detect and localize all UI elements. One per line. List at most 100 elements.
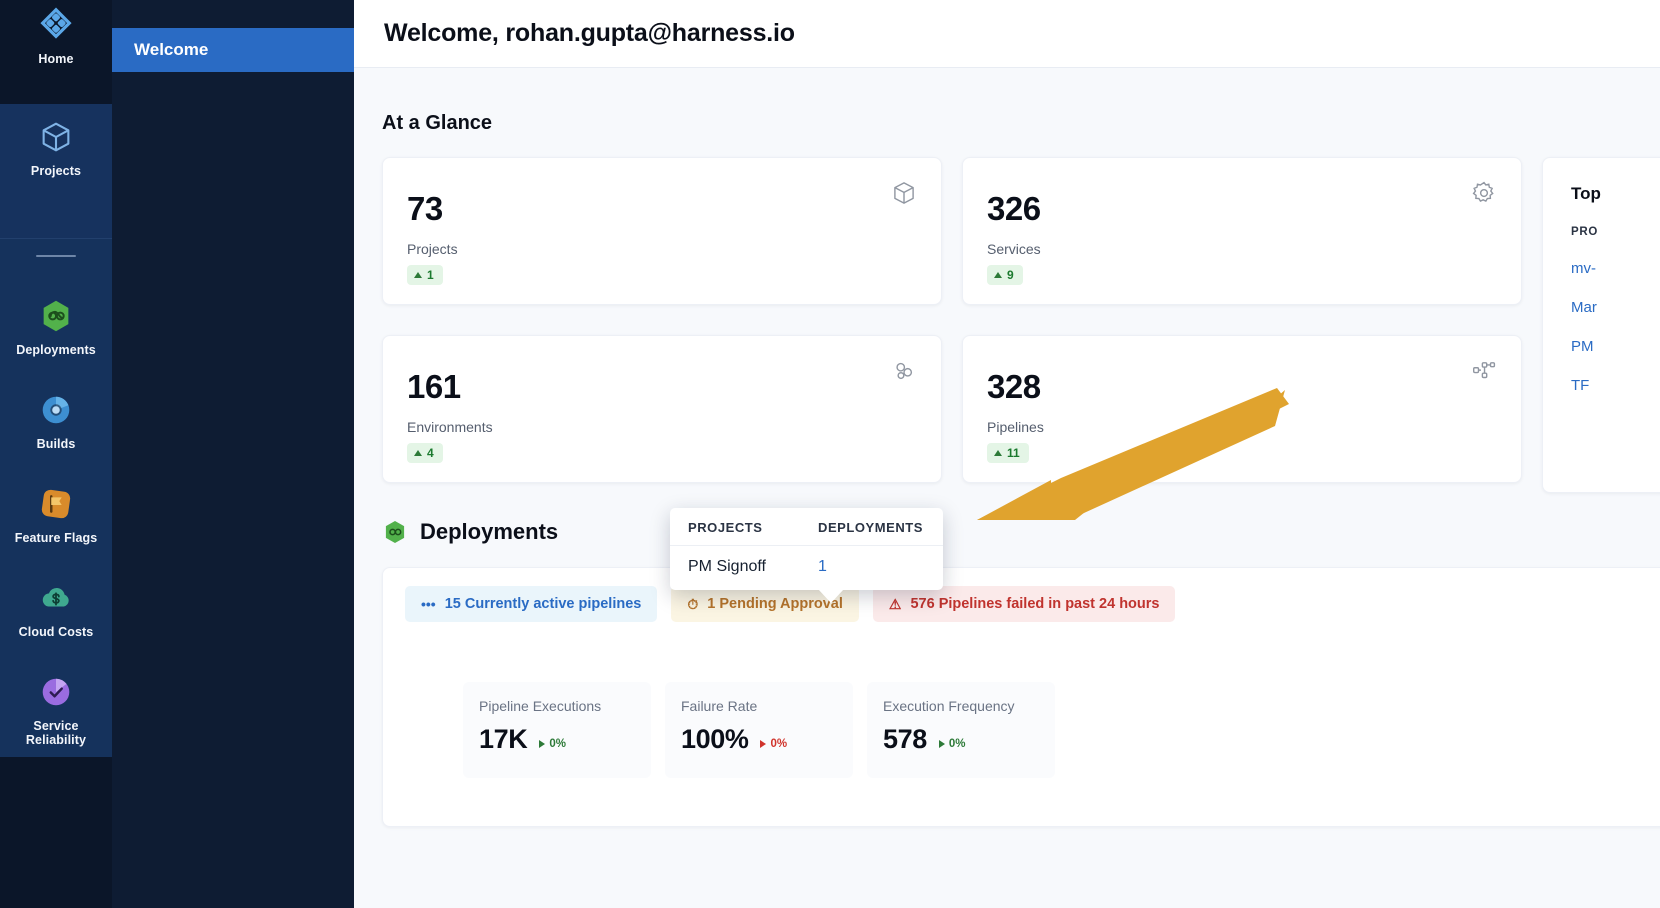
metric-card-failure-rate[interactable]: Failure Rate 100% 0% (665, 682, 853, 778)
metric-trend: 0% (760, 738, 787, 750)
project-link[interactable]: Mar (1571, 299, 1597, 316)
tooltip-header-row: PROJECTS DEPLOYMENTS (670, 508, 943, 546)
harness-diamond-icon (40, 7, 72, 39)
tooltip-project-name: PM Signoff (688, 558, 766, 575)
hexagon-infinity-icon (43, 300, 69, 332)
chip-active-pipelines[interactable]: ••• 15 Currently active pipelines (405, 586, 658, 622)
metric-trend-value: 0% (549, 738, 566, 750)
at-a-glance-heading: At a Glance (382, 112, 493, 134)
primary-nav-rail: Home Projects Deployments (0, 0, 112, 908)
stat-delta-value: 9 (1007, 268, 1014, 282)
stat-label: Projects (407, 241, 458, 257)
stat-card-services[interactable]: 326 Services 9 (962, 157, 1522, 305)
hexagon-infinity-icon (385, 520, 405, 544)
metric-trend-value: 0% (770, 738, 788, 750)
stat-delta-badge: 9 (987, 265, 1023, 285)
project-link[interactable]: TF (1571, 377, 1590, 394)
stat-label: Pipelines (987, 419, 1044, 435)
stat-delta-value: 4 (427, 446, 434, 460)
chip-failed-pipelines[interactable]: ⚠ 576 Pipelines failed in past 24 hours (872, 586, 1176, 622)
page-header: Welcome, rohan.gupta@harness.io (354, 0, 1660, 68)
tooltip-header-deployments: DEPLOYMENTS (818, 520, 924, 535)
top-projects-panel: Top PRO mv- Mar PM TF (1542, 157, 1660, 493)
tooltip-row: PM Signoff 1 (670, 546, 943, 590)
tooltip-deployment-count[interactable]: 1 (818, 558, 827, 575)
rail-label-builds: Builds (36, 437, 76, 451)
rail-label-cloud-costs: Cloud Costs (18, 625, 94, 639)
stat-card-projects[interactable]: 73 Projects 1 (382, 157, 942, 305)
rail-item-service-reliability[interactable]: Service Reliability (0, 649, 112, 757)
deployments-panel: ••• 15 Currently active pipelines ⏱ 1 Pe… (382, 567, 1660, 827)
deployments-header: Deployments (354, 493, 1660, 545)
dots-icon: ••• (421, 596, 436, 612)
rail-item-feature-flags[interactable]: Feature Flags (0, 461, 112, 555)
pipeline-icon (1473, 362, 1496, 379)
metric-bottom: 17K 0% (479, 724, 651, 755)
rail-collapse-handle[interactable] (0, 239, 112, 273)
deployments-tooltip: PROJECTS DEPLOYMENTS PM Signoff 1 (670, 508, 943, 603)
service-reliability-icon (42, 678, 70, 706)
stat-delta-value: 11 (1007, 446, 1020, 460)
stat-card-environments[interactable]: 161 Environments 4 (382, 335, 942, 483)
metric-trend: 0% (539, 738, 566, 750)
metric-label: Execution Frequency (883, 698, 1015, 714)
metric-label: Failure Rate (681, 698, 758, 714)
warning-icon: ⚠ (888, 596, 902, 612)
rail-label-feature-flags: Feature Flags (14, 531, 98, 545)
metric-card-execution-frequency[interactable]: Execution Frequency 578 0% (867, 682, 1055, 778)
flag-icon (41, 489, 71, 519)
rail-label-deployments: Deployments (16, 343, 96, 357)
metric-card-pipeline-executions[interactable]: Pipeline Executions 17K 0% (463, 682, 651, 778)
stat-value: 73 (407, 190, 443, 227)
panel-column-header: PRO (1571, 226, 1599, 238)
metric-trend: 0% (938, 738, 966, 750)
caret-up-icon (994, 450, 1002, 456)
metric-label: Pipeline Executions (479, 698, 602, 714)
stat-delta-badge: 11 (987, 443, 1029, 463)
cube-icon (42, 122, 70, 152)
rail-item-deployments[interactable]: Deployments (0, 273, 112, 367)
metric-row: Pipeline Executions 17K 0% Failure Rate … (463, 682, 1660, 778)
project-link[interactable]: mv- (1571, 260, 1596, 277)
chip-label: 15 Currently active pipelines (444, 596, 642, 612)
rail-label-projects: Projects (30, 164, 82, 178)
deployments-title: Deployments (420, 519, 559, 544)
stat-value: 326 (987, 190, 1041, 227)
glance-cards-area: 73 Projects 1 326 Services (354, 135, 1660, 493)
caret-right-icon (760, 740, 767, 748)
project-link[interactable]: PM (1571, 338, 1594, 355)
metric-bottom: 100% 0% (681, 724, 853, 755)
nav-item-welcome[interactable]: Welcome (112, 28, 354, 72)
rail-item-home[interactable]: Home (0, 0, 112, 104)
caret-right-icon (539, 740, 546, 748)
stat-value: 328 (987, 368, 1041, 405)
environments-icon (896, 362, 913, 380)
metric-value: 100% (681, 724, 749, 754)
stat-delta-value: 1 (427, 268, 434, 282)
main-content: Welcome, rohan.gupta@harness.io At a Gla… (354, 0, 1660, 908)
caret-up-icon (414, 272, 422, 278)
rail-item-cloud-costs[interactable]: Cloud Costs (0, 555, 112, 649)
secondary-nav: Welcome (112, 0, 354, 908)
chip-label: 576 Pipelines failed in past 24 hours (910, 596, 1160, 612)
caret-right-icon (938, 740, 945, 748)
rail-item-builds[interactable]: Builds (0, 367, 112, 461)
stat-delta-badge: 4 (407, 443, 443, 463)
metric-value: 578 (883, 724, 927, 754)
page-title: Welcome, rohan.gupta@harness.io (384, 19, 795, 47)
gear-icon (1472, 181, 1494, 203)
cloud-dollar-icon (42, 587, 69, 607)
metric-trend-value: 0% (948, 738, 966, 750)
rail-label-service-reliability: Service Reliability (25, 719, 87, 747)
rail-label-home: Home (38, 52, 74, 66)
caret-up-icon (414, 450, 422, 456)
panel-title: Top (1571, 184, 1601, 203)
build-circle-icon (42, 396, 70, 424)
tooltip-header-projects: PROJECTS (688, 520, 763, 535)
status-chip-row: ••• 15 Currently active pipelines ⏱ 1 Pe… (405, 586, 1660, 622)
stat-card-grid: 73 Projects 1 326 Services (382, 157, 1522, 493)
nav-item-welcome-label: Welcome (134, 40, 209, 59)
stat-card-pipelines[interactable]: 328 Pipelines 11 (962, 335, 1522, 483)
rail-item-projects[interactable]: Projects (0, 104, 112, 238)
